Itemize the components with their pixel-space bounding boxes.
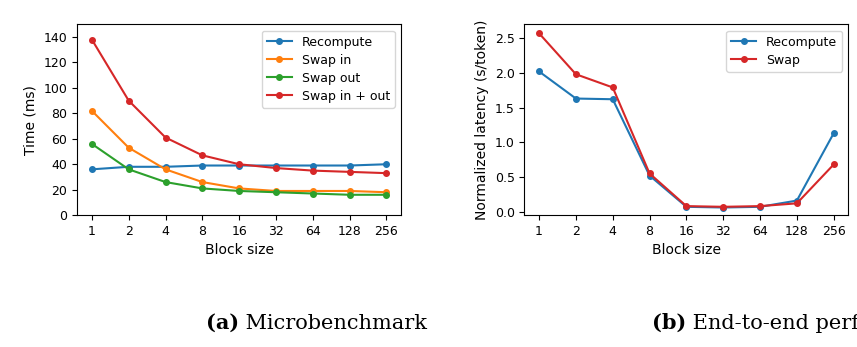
Recompute — [718, 205, 728, 210]
Swap in + out — [271, 166, 281, 170]
Swap — [792, 201, 802, 205]
Swap in — [160, 167, 171, 171]
Swap out — [271, 190, 281, 194]
Text: (b): (b) — [652, 313, 686, 333]
Swap out — [197, 186, 207, 191]
Recompute — [234, 163, 244, 168]
Swap in + out — [234, 162, 244, 166]
Recompute — [792, 198, 802, 203]
Recompute — [345, 163, 355, 168]
Swap — [571, 72, 581, 76]
Swap out — [381, 193, 392, 197]
Swap — [755, 204, 765, 208]
Swap — [681, 204, 692, 208]
Swap in + out — [197, 153, 207, 158]
Swap in — [345, 189, 355, 193]
Swap in — [381, 190, 392, 194]
Swap in — [234, 186, 244, 191]
Recompute — [308, 163, 318, 168]
Swap in — [87, 109, 97, 113]
Line: Swap in + out: Swap in + out — [89, 37, 389, 176]
Swap in — [197, 180, 207, 184]
Swap out — [160, 180, 171, 184]
Recompute — [197, 163, 207, 168]
Recompute — [571, 96, 581, 101]
Legend: Recompute, Swap in, Swap out, Swap in + out: Recompute, Swap in, Swap out, Swap in + … — [261, 31, 395, 108]
Swap in — [308, 189, 318, 193]
Recompute — [644, 174, 655, 178]
Recompute — [271, 163, 281, 168]
Line: Recompute: Recompute — [536, 69, 836, 210]
Text: End-to-end performance: End-to-end performance — [686, 314, 857, 333]
X-axis label: Block size: Block size — [652, 243, 721, 257]
Swap in — [271, 189, 281, 193]
Swap — [534, 31, 544, 35]
Recompute — [160, 165, 171, 169]
Y-axis label: Time (ms): Time (ms) — [24, 85, 38, 155]
Swap out — [234, 189, 244, 193]
Swap — [718, 205, 728, 209]
Swap in — [123, 146, 134, 150]
Recompute — [381, 162, 392, 166]
Swap in + out — [308, 169, 318, 173]
Swap out — [123, 167, 134, 171]
Swap — [829, 162, 839, 167]
Swap — [608, 85, 618, 90]
Line: Recompute: Recompute — [89, 161, 389, 172]
Text: (a): (a) — [206, 313, 239, 333]
Line: Swap in: Swap in — [89, 108, 389, 195]
Swap — [644, 171, 655, 176]
Recompute — [829, 131, 839, 135]
Swap in + out — [160, 135, 171, 139]
Recompute — [534, 69, 544, 74]
Swap in + out — [381, 171, 392, 175]
Recompute — [755, 205, 765, 209]
Recompute — [123, 165, 134, 169]
Swap out — [308, 192, 318, 196]
Swap out — [345, 193, 355, 197]
Y-axis label: Normalized latency (s/token): Normalized latency (s/token) — [475, 19, 489, 220]
Swap out — [87, 142, 97, 146]
Recompute — [681, 205, 692, 209]
Recompute — [87, 167, 97, 171]
Line: Swap out: Swap out — [89, 141, 389, 197]
Legend: Recompute, Swap: Recompute, Swap — [726, 31, 842, 71]
Swap in + out — [123, 99, 134, 103]
Swap in + out — [345, 170, 355, 174]
Swap in + out — [87, 37, 97, 42]
Recompute — [608, 97, 618, 101]
Text: Microbenchmark: Microbenchmark — [239, 314, 427, 333]
X-axis label: Block size: Block size — [205, 243, 273, 257]
Line: Swap: Swap — [536, 31, 836, 210]
